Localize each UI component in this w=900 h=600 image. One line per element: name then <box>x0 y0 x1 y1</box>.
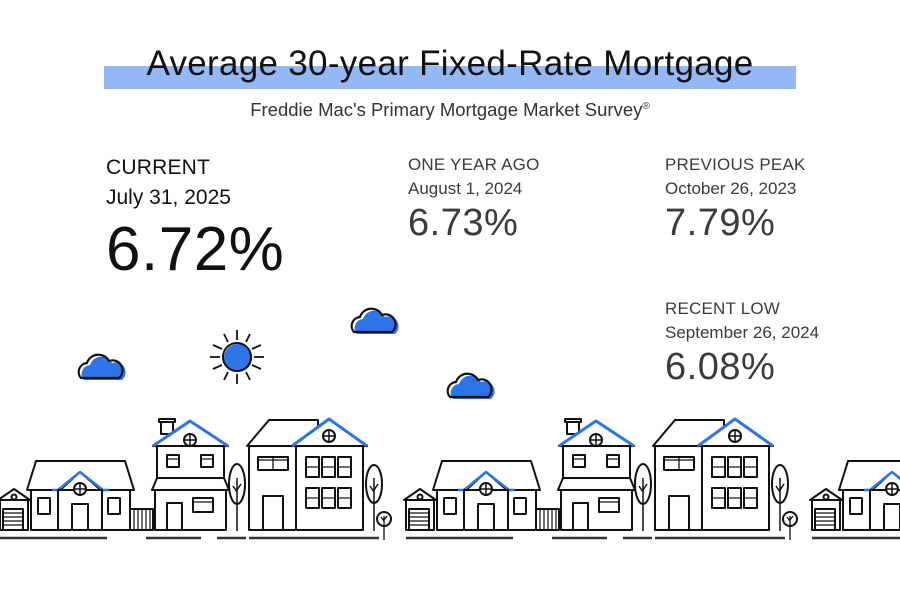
stat-date: October 26, 2023 <box>665 179 797 198</box>
stat-date: July 31, 2025 <box>106 186 231 209</box>
page-title: Average 30-year Fixed-Rate Mortgage <box>146 44 754 83</box>
cloud-icon <box>77 353 127 382</box>
stat-label: RECENT LOW <box>665 299 781 318</box>
stat-value: 6.08% <box>665 346 776 388</box>
stat-current: CURRENT July 31, 2025 6.72% <box>106 153 284 285</box>
house-group <box>402 417 799 542</box>
title-highlight <box>104 66 796 89</box>
stat-date: September 26, 2024 <box>665 323 820 342</box>
subtitle-text: Freddie Mac's Primary Mortgage Market Su… <box>250 99 643 120</box>
stat-label: ONE YEAR AGO <box>408 155 540 174</box>
stat-recent-low: RECENT LOW September 26, 2024 6.08% <box>665 297 819 389</box>
stat-date: August 1, 2024 <box>408 179 523 198</box>
house-row <box>0 417 900 542</box>
registered-mark: ® <box>642 100 650 112</box>
house-group <box>0 417 393 542</box>
sun-icon <box>210 330 264 384</box>
header: Average 30-year Fixed-Rate Mortgage <box>0 44 900 84</box>
page-subtitle: Freddie Mac's Primary Mortgage Market Su… <box>0 99 900 121</box>
stat-one-year-ago: ONE YEAR AGO August 1, 2024 6.73% <box>408 153 540 245</box>
cloud-icon <box>446 372 496 401</box>
house-group <box>808 417 900 542</box>
stat-value: 7.79% <box>665 202 776 244</box>
stat-label: CURRENT <box>106 156 211 179</box>
stat-previous-peak: PREVIOUS PEAK October 26, 2023 7.79% <box>665 153 806 245</box>
cloud-icon <box>350 307 400 336</box>
stat-value: 6.73% <box>408 202 519 244</box>
stat-label: PREVIOUS PEAK <box>665 155 806 174</box>
stat-value: 6.72% <box>106 215 285 284</box>
